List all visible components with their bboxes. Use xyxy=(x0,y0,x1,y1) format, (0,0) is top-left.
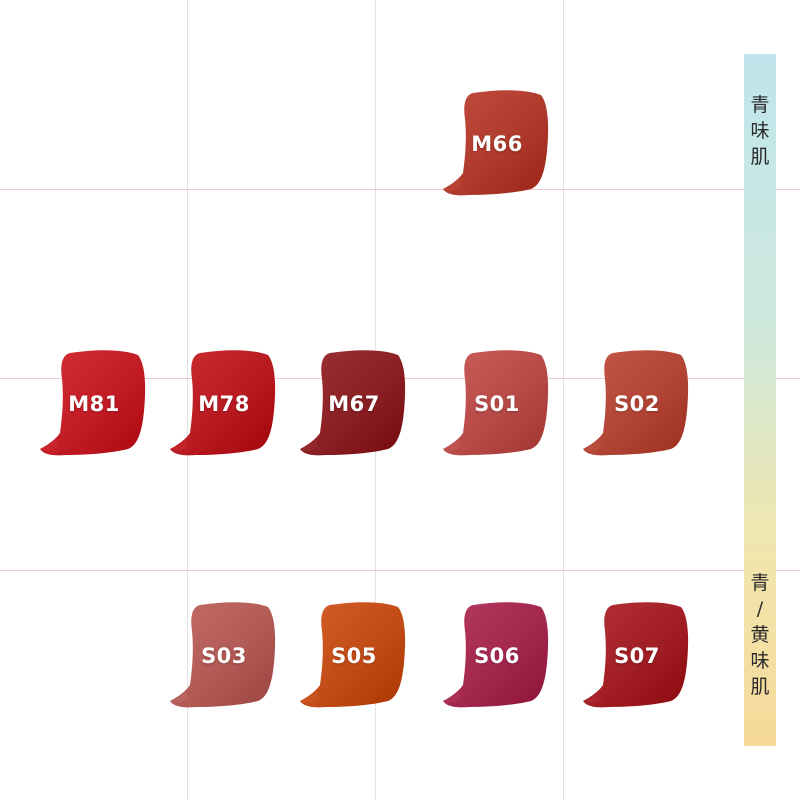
scale-top-char: 肌 xyxy=(750,146,770,168)
swatch-smear-shape xyxy=(170,350,276,456)
swatch-streak xyxy=(170,691,188,704)
swatch-smear-shape xyxy=(583,350,689,456)
swatch-label: S01 xyxy=(474,392,520,416)
swatch-fill xyxy=(443,90,549,196)
swatch-label: S05 xyxy=(331,644,377,668)
swatch-streak xyxy=(583,439,601,452)
swatch-streak xyxy=(300,691,318,704)
swatch-label: S02 xyxy=(614,392,660,416)
swatch-streak xyxy=(443,179,461,192)
swatch-smear-shape xyxy=(583,602,689,708)
swatch-fill xyxy=(300,602,406,708)
swatch-label: M78 xyxy=(198,392,250,416)
swatch-s07: S07 xyxy=(581,601,693,713)
scale-bottom-char: / xyxy=(756,598,764,620)
scale-top-char: 青 xyxy=(750,94,770,116)
swatch-m67: M67 xyxy=(298,349,410,461)
swatch-streak xyxy=(443,439,461,452)
swatch-m78: M78 xyxy=(168,349,280,461)
swatch-smear-shape xyxy=(300,350,406,456)
swatch-smear-shape xyxy=(170,602,276,708)
swatch-streak xyxy=(443,691,461,704)
swatch-smear-shape xyxy=(443,350,549,456)
scale-bottom-char: 肌 xyxy=(750,676,770,698)
swatch-fill xyxy=(170,350,276,456)
grid-line-horizontal xyxy=(0,570,800,571)
swatch-smear-shape xyxy=(300,602,406,708)
swatch-s03: S03 xyxy=(168,601,280,713)
scale-bottom-char: 味 xyxy=(750,650,770,672)
scale-top-char: 味 xyxy=(750,120,770,142)
swatch-m66: M66 xyxy=(441,89,553,201)
scale-top-label: 青味肌 xyxy=(744,92,776,170)
swatch-fill xyxy=(583,602,689,708)
swatch-smear-shape xyxy=(443,602,549,708)
swatch-s02: S02 xyxy=(581,349,693,461)
grid-line-horizontal xyxy=(0,189,800,190)
swatch-label: M81 xyxy=(68,392,120,416)
scale-bottom-label: 青 / 黄味肌 xyxy=(744,570,776,700)
swatch-smear-shape xyxy=(443,90,549,196)
swatch-label: S07 xyxy=(614,644,660,668)
swatch-m81: M81 xyxy=(38,349,150,461)
swatch-streak xyxy=(300,439,318,452)
grid-line-vertical xyxy=(187,0,188,800)
swatch-s06: S06 xyxy=(441,601,553,713)
grid-line-vertical xyxy=(563,0,564,800)
swatch-fill xyxy=(300,350,406,456)
swatch-streak xyxy=(40,439,58,452)
undertone-scale-bar: 青味肌 青 / 黄味肌 xyxy=(744,54,776,746)
swatch-fill xyxy=(40,350,146,456)
swatch-label: M67 xyxy=(328,392,380,416)
swatch-smear-shape xyxy=(40,350,146,456)
swatch-label: M66 xyxy=(471,132,523,156)
swatch-streak xyxy=(583,691,601,704)
swatch-streak xyxy=(170,439,188,452)
scale-bottom-char: 黄 xyxy=(750,624,770,646)
swatch-label: S06 xyxy=(474,644,520,668)
swatch-fill xyxy=(170,602,276,708)
scale-bottom-char: 青 xyxy=(750,572,770,594)
swatch-label: S03 xyxy=(201,644,247,668)
swatch-s05: S05 xyxy=(298,601,410,713)
swatch-fill xyxy=(443,350,549,456)
swatch-s01: S01 xyxy=(441,349,553,461)
swatch-fill xyxy=(443,602,549,708)
swatch-fill xyxy=(583,350,689,456)
